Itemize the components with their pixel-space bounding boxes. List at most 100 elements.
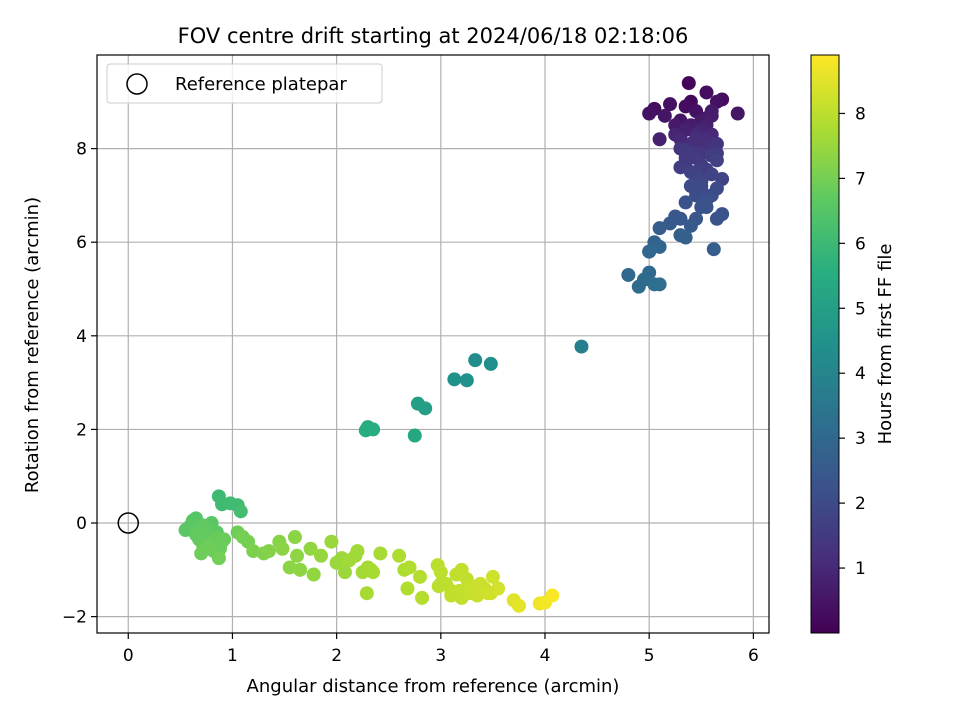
data-point	[652, 132, 667, 147]
data-point	[511, 598, 526, 613]
data-point	[178, 523, 193, 538]
data-point	[290, 548, 305, 563]
data-point	[652, 221, 667, 236]
data-point	[415, 590, 430, 605]
data-point	[287, 530, 302, 545]
data-point	[689, 188, 704, 203]
data-point	[673, 211, 688, 226]
data-point	[373, 546, 388, 561]
data-point	[621, 267, 636, 282]
data-point	[342, 553, 357, 568]
data-point	[468, 353, 483, 368]
data-point	[407, 428, 422, 443]
colorbar-tick-label: 4	[855, 364, 866, 384]
data-point	[642, 244, 657, 259]
data-point	[652, 239, 667, 254]
colorbar-tick-label: 1	[855, 559, 866, 579]
data-point	[678, 195, 693, 210]
x-tick-label: 3	[435, 646, 446, 666]
data-point	[246, 544, 261, 559]
legend-box	[106, 63, 383, 104]
data-point	[275, 541, 290, 556]
data-point	[459, 373, 474, 388]
colorbar-label: Hours from first FF file	[875, 244, 896, 445]
data-point	[681, 76, 696, 91]
colorbar-ticks: 1 2 3 4 5 6 7 8	[839, 104, 866, 579]
data-point	[303, 541, 318, 556]
y-tick-label: 6	[76, 233, 87, 253]
y-tick-label: 4	[76, 327, 87, 347]
y-tick-label: −2	[62, 608, 87, 628]
data-point	[392, 548, 407, 563]
x-axis-label: Angular distance from reference (arcmin)	[247, 676, 620, 697]
data-point	[709, 153, 724, 168]
data-point	[282, 560, 297, 575]
data-point	[574, 339, 589, 354]
colorbar-tick-label: 7	[855, 169, 866, 189]
data-point	[293, 562, 308, 577]
data-point	[483, 356, 498, 371]
data-point	[261, 544, 276, 559]
colorbar-tick-label: 5	[855, 299, 866, 319]
data-point	[704, 167, 719, 182]
data-point	[636, 272, 651, 287]
data-point	[447, 372, 462, 387]
data-point	[470, 588, 485, 603]
data-point	[663, 97, 678, 112]
data-point	[663, 216, 678, 231]
colorbar-tick-label: 8	[855, 104, 866, 124]
data-point	[699, 85, 714, 100]
chart-title: FOV centre drift starting at 2024/06/18 …	[178, 24, 689, 48]
x-tick-label: 1	[227, 646, 238, 666]
data-point	[412, 569, 427, 584]
x-tick-label: 6	[748, 646, 759, 666]
x-tick-label: 2	[331, 646, 342, 666]
legend-marker-icon	[126, 73, 148, 95]
data-point	[194, 546, 209, 561]
data-point	[454, 562, 469, 577]
data-point	[683, 218, 698, 233]
data-point	[337, 565, 352, 580]
data-point	[694, 200, 709, 215]
data-point	[433, 565, 448, 580]
data-point	[359, 586, 374, 601]
data-point	[235, 530, 250, 545]
plot-frame	[96, 54, 770, 634]
y-tick-label: 0	[76, 514, 87, 534]
data-point	[366, 565, 381, 580]
data-point	[673, 160, 688, 175]
data-point	[366, 422, 381, 437]
colorbar-tick-label: 6	[855, 234, 866, 254]
y-tick-label: 2	[76, 420, 87, 440]
colorbar-tick-label: 2	[855, 494, 866, 514]
data-point	[402, 560, 417, 575]
data-point	[324, 534, 339, 549]
data-point	[642, 106, 657, 121]
data-point	[545, 588, 560, 603]
data-point	[211, 551, 226, 566]
colorbar-tick-label: 3	[855, 429, 866, 449]
y-tick-label: 8	[76, 140, 87, 160]
data-point	[730, 106, 745, 121]
legend-label: Reference platepar	[175, 74, 347, 95]
data-point	[485, 569, 500, 584]
data-point	[678, 99, 693, 114]
data-point	[689, 132, 704, 147]
reference-platepar-marker	[117, 512, 140, 534]
data-point	[678, 230, 693, 245]
y-axis-ticks: −2 0 2 4 6 8	[62, 140, 97, 628]
data-point	[223, 496, 238, 511]
data-point	[657, 108, 672, 123]
data-point	[709, 211, 724, 226]
data-point	[706, 242, 721, 257]
data-point	[314, 548, 328, 563]
data-point	[306, 567, 321, 582]
x-tick-label: 4	[540, 646, 551, 666]
y-axis-label: Rotation from reference (arcmin)	[22, 197, 43, 493]
scatter-points	[178, 76, 745, 613]
colorbar	[810, 54, 840, 634]
data-point	[400, 581, 415, 596]
data-point	[647, 277, 662, 292]
data-point	[491, 581, 506, 596]
